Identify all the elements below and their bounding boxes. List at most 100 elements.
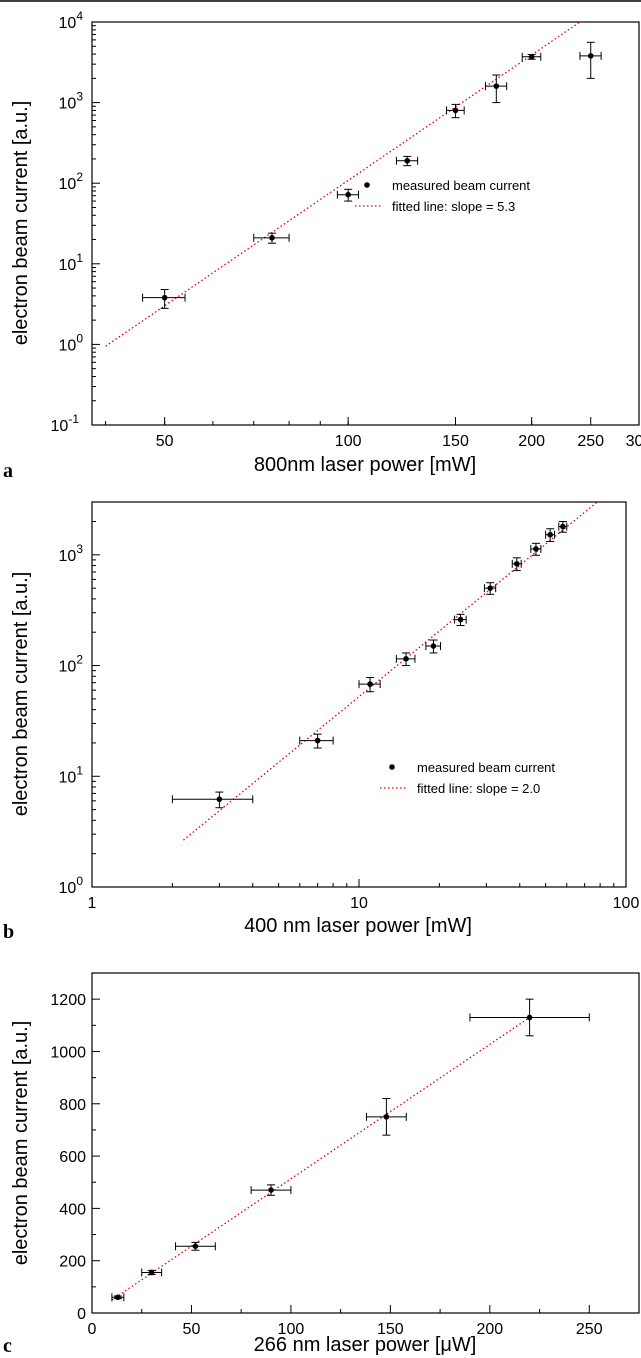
data-points-group — [111, 998, 590, 1302]
plot-frame — [91, 501, 627, 888]
data-marker — [526, 1014, 533, 1021]
x-tick-label: 1 — [88, 895, 97, 912]
data-marker — [148, 1269, 155, 1276]
axis-ticks: 1 10 100 100 101 102 103 — [59, 501, 640, 912]
x-tick-label: 100 — [335, 433, 362, 450]
y-tick-label: 600 — [59, 1149, 86, 1166]
data-marker — [403, 656, 409, 662]
chart-panel-c: 0 50 100 150 200 250 0 200 400 600 800 1000 1200 266… — [3, 972, 640, 1357]
x-tick-label: 100 — [613, 895, 640, 912]
x-axis-title: 800nm laser power [mW] — [254, 454, 476, 476]
plot-frame — [91, 972, 640, 1314]
data-marker — [404, 157, 411, 164]
data-marker — [383, 1114, 390, 1120]
data-point — [395, 155, 419, 167]
data-marker — [269, 235, 275, 241]
y-tick-label: 100 — [59, 331, 84, 354]
plot-frame — [91, 21, 640, 426]
y-tick-label: 1000 — [50, 1044, 86, 1061]
fit-line-group — [111, 1016, 530, 1301]
x-axis-title: 400 nm laser power [mW] — [244, 915, 472, 937]
y-tick-label: 1200 — [50, 992, 86, 1009]
data-point — [141, 1268, 163, 1277]
panel-letter-c: c — [3, 1335, 12, 1357]
x-tick-label: 150 — [442, 433, 469, 450]
chart-panel-b: 1 10 100 100 101 102 103 measured beam current… — [3, 501, 640, 943]
y-tick-label: 800 — [59, 1097, 86, 1114]
data-point — [365, 1098, 407, 1136]
data-marker — [367, 681, 373, 687]
data-marker — [268, 1187, 274, 1193]
x-tick-label: 250 — [576, 1321, 603, 1338]
data-marker — [457, 616, 464, 623]
legend: measured beam current fitted line: slope … — [355, 178, 530, 214]
data-marker — [115, 1294, 121, 1301]
legend-marker — [389, 764, 395, 770]
data-marker — [528, 54, 535, 60]
data-marker — [560, 523, 566, 530]
x-tick-label: 100 — [278, 1321, 305, 1338]
y-tick-label: 103 — [59, 90, 84, 113]
x-tick-label: 150 — [377, 1321, 404, 1338]
data-point — [483, 582, 497, 595]
x-axis-title: 266 nm laser power [μW] — [254, 1334, 477, 1356]
data-point — [175, 1241, 216, 1251]
legend-marker — [364, 182, 370, 188]
y-tick-label: 10-1 — [51, 412, 80, 435]
data-marker — [493, 83, 500, 89]
y-tick-label: 101 — [59, 763, 84, 786]
data-point — [171, 791, 254, 809]
data-marker — [161, 294, 168, 301]
y-axis-title: electron beam current [a.u.] — [10, 572, 32, 817]
data-point — [111, 1293, 125, 1302]
data-points-group — [171, 520, 568, 809]
data-point — [469, 998, 590, 1037]
x-tick-label: 50 — [183, 1321, 201, 1338]
data-point — [253, 232, 290, 244]
data-point — [299, 733, 334, 749]
y-tick-label: 101 — [59, 251, 84, 274]
legend-label-points: measured beam current — [417, 760, 555, 775]
axis-ticks: 0 50 100 150 200 250 0 200 400 600 800 1000 1200 — [50, 992, 602, 1338]
data-marker — [587, 53, 594, 59]
x-tick-label: 50 — [156, 433, 174, 450]
y-tick-label: 200 — [59, 1254, 86, 1271]
data-point — [511, 557, 522, 572]
data-point — [358, 677, 381, 693]
y-tick-label: 102 — [59, 653, 84, 676]
data-marker — [533, 546, 539, 552]
data-marker — [547, 531, 553, 538]
data-point — [530, 542, 542, 556]
y-tick-label: 400 — [59, 1201, 86, 1218]
y-tick-label: 100 — [59, 874, 84, 897]
legend-label-fit: fitted line: slope = 5.3 — [392, 199, 515, 214]
y-tick-label: 102 — [59, 170, 84, 193]
data-marker — [514, 560, 520, 567]
fit-line — [183, 501, 598, 841]
chart-panel-a: 50 100 150 200 250 300 10-1 100 101 102 103 104 mea… — [3, 9, 641, 482]
data-point — [336, 188, 360, 202]
data-points-group — [142, 41, 602, 309]
data-point — [250, 1184, 292, 1196]
y-tick-label: 0 — [77, 1306, 86, 1323]
data-marker — [487, 585, 493, 591]
data-point — [142, 288, 186, 309]
panel-letter-a: a — [3, 460, 13, 482]
legend-label-fit: fitted line: slope = 2.0 — [417, 781, 540, 796]
data-point — [521, 52, 542, 61]
data-point — [485, 74, 508, 104]
fit-line — [111, 1016, 530, 1301]
data-point — [454, 613, 467, 627]
x-tick-label: 0 — [88, 1321, 97, 1338]
data-marker — [216, 796, 223, 803]
data-point — [579, 41, 602, 79]
data-point — [558, 520, 568, 533]
legend: measured beam current fitted line: slope … — [380, 760, 555, 796]
fit-line-group — [183, 501, 598, 841]
x-tick-label: 250 — [577, 433, 604, 450]
data-point — [425, 639, 442, 654]
x-tick-label: 200 — [518, 433, 545, 450]
axis-ticks: 50 100 150 200 250 300 10-1 100 101 102 103 104 — [51, 9, 641, 450]
y-axis-title: electron beam current [a.u.] — [10, 101, 32, 346]
